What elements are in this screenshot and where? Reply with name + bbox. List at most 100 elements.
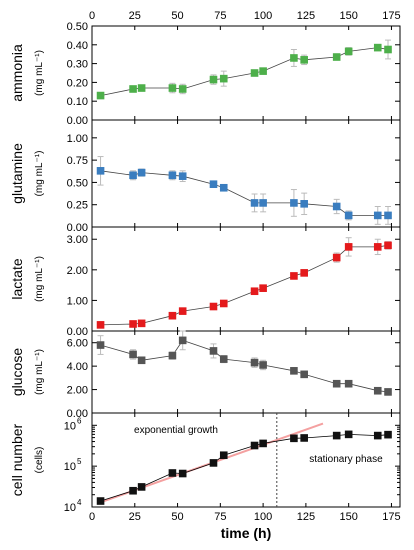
y-axis-label: lactate <box>9 258 25 299</box>
data-point <box>219 183 228 192</box>
data-point <box>178 336 187 345</box>
data-point <box>129 320 137 328</box>
x-tick-label: 0 <box>89 511 95 523</box>
y-tick-label: 0.00 <box>67 408 88 420</box>
data-point <box>259 361 267 369</box>
data-point <box>137 319 146 328</box>
annotation-exponential-growth: exponential growth <box>134 425 218 436</box>
y-axis-unit: (mg mL⁻¹) <box>34 256 45 302</box>
data-point <box>373 43 382 52</box>
y-tick-label: 4.00 <box>67 361 88 373</box>
data-point <box>300 370 308 379</box>
data-point <box>290 199 298 207</box>
y-tick-label: 10 <box>64 420 76 432</box>
data-point <box>250 358 259 367</box>
panel-frame <box>91 412 401 508</box>
data-point <box>300 200 308 208</box>
y-tick-label: 0.50 <box>67 21 88 33</box>
data-point <box>332 431 341 440</box>
x-axis-label: time (h) <box>221 525 272 541</box>
y-tick-label: 10 <box>64 502 76 514</box>
data-point <box>219 451 228 460</box>
x-tick-label: 125 <box>297 511 315 523</box>
data-point <box>209 302 218 311</box>
data-point <box>259 439 267 448</box>
data-point <box>290 272 298 280</box>
y-tick-label-exponent: 6 <box>77 416 82 425</box>
data-point <box>96 341 105 349</box>
y-tick-label: 0.00 <box>67 326 88 338</box>
data-point <box>344 211 353 220</box>
x-tick-label: 75 <box>214 511 226 523</box>
data-point <box>250 199 259 207</box>
data-point <box>168 171 177 180</box>
series-line <box>100 245 389 326</box>
data-point <box>384 211 392 220</box>
data-point <box>373 243 382 251</box>
data-point <box>290 54 298 62</box>
data-point <box>96 167 105 175</box>
y-axis-unit: (mg mL⁻¹) <box>34 151 45 197</box>
data-point <box>259 67 267 75</box>
data-point <box>300 434 308 442</box>
y-axis-label: cell number <box>9 423 25 496</box>
data-point <box>259 284 267 292</box>
data-point <box>209 347 218 355</box>
data-point <box>373 431 382 440</box>
y-axis-label: glucose <box>9 348 25 396</box>
data-point <box>219 74 228 83</box>
y-axis-unit: (mg mL⁻¹) <box>34 50 45 96</box>
y-tick-label: 0.25 <box>67 200 88 212</box>
x-tick-label: 100 <box>254 511 272 523</box>
data-point <box>209 459 218 467</box>
y-axis-unit: (cells) <box>34 447 45 474</box>
bottom-x-tick-labels: 0 25 50 75 100 125 150 175 <box>89 511 401 523</box>
y-tick-label: 0.30 <box>67 59 88 71</box>
data-point <box>209 75 218 84</box>
panel-glutamine: 0.00 0.25 0.50 0.75 1.00 glutamine (mg mL⁻¹) <box>9 119 401 234</box>
data-point <box>300 56 308 64</box>
y-tick-label: 1.00 <box>67 295 88 307</box>
data-point <box>373 211 382 220</box>
data-point <box>129 486 137 495</box>
data-point <box>344 430 353 439</box>
x-tick-label: 25 <box>129 511 141 523</box>
x-tick-label-top: 100 <box>254 10 272 22</box>
data-point <box>384 388 392 396</box>
x-tick-label: 175 <box>382 511 400 523</box>
data-point <box>250 69 259 77</box>
y-tick-label: 1.00 <box>67 133 88 145</box>
data-point <box>137 356 146 365</box>
x-tick-label: 150 <box>339 511 357 523</box>
data-point <box>344 379 353 388</box>
y-tick-label: 6.00 <box>67 338 88 350</box>
y-tick-label-exponent: 4 <box>77 498 82 507</box>
y-tick-label: 0.20 <box>67 77 88 89</box>
data-point <box>209 180 218 188</box>
x-tick-label-top: 50 <box>171 10 183 22</box>
y-tick-label: 0.10 <box>67 96 88 108</box>
panel-frame <box>91 25 401 121</box>
panel-ammonia: 0.00 0.10 0.20 0.30 0.40 0.50 ammonia (mg mL⁻¹) <box>9 21 401 127</box>
y-tick-label: 0.75 <box>67 155 88 167</box>
data-point <box>250 287 259 296</box>
panel-frame <box>91 330 401 414</box>
data-point <box>168 311 177 320</box>
data-point <box>168 469 177 477</box>
data-point <box>96 321 105 329</box>
data-point <box>290 434 298 443</box>
x-tick-label-top: 0 <box>89 10 95 22</box>
annotation-stationary-phase: stationary phase <box>309 454 383 465</box>
data-point <box>332 379 341 388</box>
data-point <box>96 91 105 100</box>
data-point <box>168 351 177 360</box>
data-point <box>300 269 308 277</box>
panel-lactate: 0.00 1.00 2.00 3.00 lactate (mg mL⁻¹) <box>9 226 401 338</box>
top-x-tick-labels: 0 25 50 75 100 125 150 175 <box>89 10 401 22</box>
y-tick-label: 0.40 <box>67 40 88 52</box>
y-tick-label: 0.00 <box>67 115 88 127</box>
y-axis-label: ammonia <box>9 44 25 102</box>
data-point <box>137 168 146 177</box>
series-line <box>100 433 389 502</box>
